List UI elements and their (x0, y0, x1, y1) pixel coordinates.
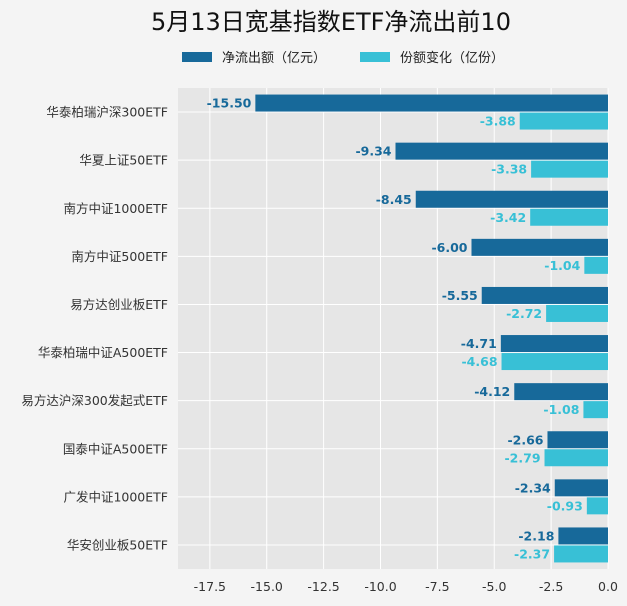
value-labels: -15.50 -3.88 -9.34 -3.38 -8.45 -3.42 -6.00 -1.0… (207, 96, 583, 562)
bar-net-outflow (500, 335, 608, 353)
chart-title: 5月13日宽基指数ETF净流出前10 (151, 8, 511, 36)
x-tick-label: -5.0 (482, 579, 506, 594)
bar-share-change (519, 112, 608, 130)
category-label: 国泰中证A500ETF (63, 441, 168, 456)
legend-swatch-1 (182, 52, 212, 62)
data-label: -1.04 (544, 258, 580, 273)
data-label: -3.42 (490, 210, 526, 225)
category-label: 广发中证1000ETF (63, 489, 168, 504)
bar-share-change (544, 449, 608, 467)
category-label: 南方中证1000ETF (63, 201, 168, 216)
bar-net-outflow (471, 238, 608, 256)
category-label: 易方达创业板ETF (70, 297, 168, 312)
legend-label-2: 份额变化（亿份） (400, 50, 504, 66)
bar-share-change (554, 545, 608, 563)
bar-net-outflow (554, 479, 608, 497)
category-labels: 华泰柏瑞沪深300ETF 华夏上证50ETF 南方中证1000ETF 南方中证500E… (21, 105, 168, 553)
x-tick-label: -17.5 (194, 579, 226, 594)
bar-net-outflow (558, 527, 608, 545)
x-tick-label: 0.0 (598, 579, 618, 594)
x-tick-label: -12.5 (307, 579, 339, 594)
data-label: -6.00 (431, 240, 467, 255)
bar-net-outflow (481, 286, 608, 304)
bars (255, 94, 608, 563)
x-tick-label: -7.5 (425, 579, 449, 594)
data-label: -4.68 (461, 354, 497, 369)
data-label: -2.72 (506, 306, 542, 321)
x-tick-label: -2.5 (539, 579, 563, 594)
data-label: -2.34 (515, 480, 551, 495)
bar-net-outflow (415, 190, 608, 208)
x-tick-label: -15.0 (251, 579, 283, 594)
data-label: -4.12 (474, 384, 510, 399)
legend-label-1: 净流出额（亿元） (222, 51, 326, 66)
bar-share-change (546, 304, 608, 322)
data-label: -5.55 (442, 288, 478, 303)
category-label: 华夏上证50ETF (79, 153, 168, 168)
bar-share-change (501, 353, 608, 371)
bar-share-change (584, 256, 608, 274)
category-label: 华安创业板50ETF (67, 537, 168, 552)
data-label: -3.88 (480, 114, 516, 129)
data-label: -0.93 (547, 498, 583, 513)
bar-share-change (586, 497, 608, 515)
category-label: 华泰柏瑞沪深300ETF (46, 105, 168, 120)
data-label: -9.34 (355, 144, 391, 159)
x-axis-ticks: -17.5 -15.0 -12.5 -10.0 -7.5 -5.0 -2.5 0.0 (194, 579, 618, 594)
x-tick-label: -10.0 (364, 579, 396, 594)
data-label: -15.50 (207, 96, 252, 111)
bar-net-outflow (547, 431, 608, 449)
bar-share-change (583, 401, 608, 419)
bar-net-outflow (255, 94, 608, 112)
data-label: -4.71 (461, 336, 497, 351)
data-label: -2.18 (518, 528, 554, 543)
data-label: -2.66 (507, 432, 543, 447)
data-label: -8.45 (376, 192, 412, 207)
category-label: 易方达沪深300发起式ETF (21, 393, 168, 408)
legend: 净流出额（亿元） 份额变化（亿份） (182, 50, 504, 66)
bar-share-change (530, 208, 608, 226)
legend-swatch-2 (360, 52, 390, 62)
bar-net-outflow (514, 383, 608, 401)
bar-share-change (531, 160, 608, 178)
category-label: 南方中证500ETF (71, 249, 168, 264)
data-label: -2.79 (504, 450, 540, 465)
data-label: -1.08 (543, 402, 579, 417)
category-label: 华泰柏瑞中证A500ETF (38, 345, 168, 360)
data-label: -2.37 (514, 546, 550, 561)
bar-net-outflow (395, 142, 608, 160)
data-label: -3.38 (491, 162, 527, 177)
